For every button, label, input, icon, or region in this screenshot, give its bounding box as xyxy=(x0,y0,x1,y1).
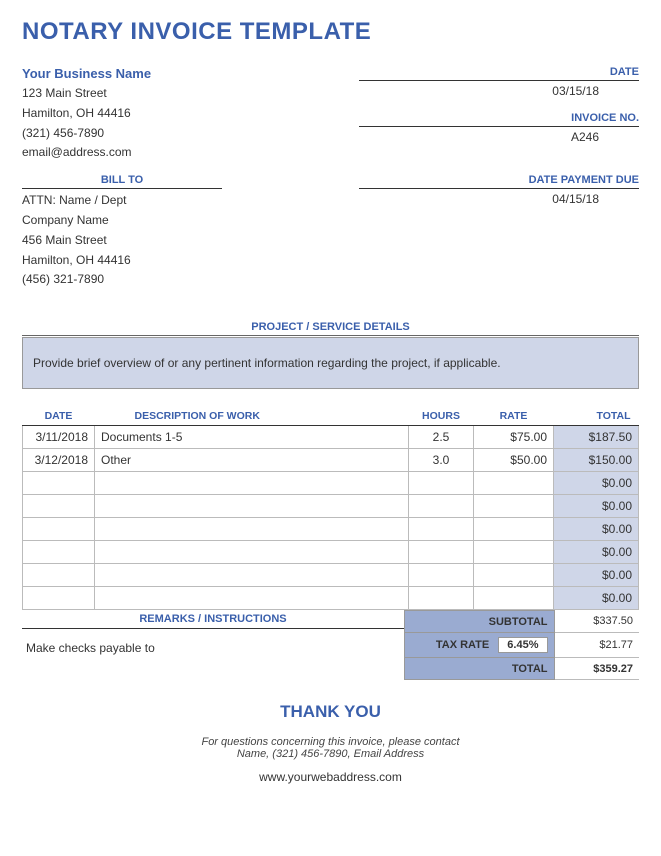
business-email: email@address.com xyxy=(22,144,349,161)
cell-hours xyxy=(409,472,474,495)
billto-block: BILL TO ATTN: Name / Dept Company Name 4… xyxy=(22,174,349,291)
total-label: TOTAL xyxy=(405,658,555,680)
cell-rate xyxy=(474,564,554,587)
business-name: Your Business Name xyxy=(22,66,349,81)
cell-total: $0.00 xyxy=(554,495,639,518)
totals-table: SUBTOTAL $337.50 TAX RATE 6.45% $21.77 T… xyxy=(404,610,639,680)
billto-street: 456 Main Street xyxy=(22,232,349,249)
footer-web: www.yourwebaddress.com xyxy=(22,770,639,784)
cell-hours xyxy=(409,518,474,541)
date-value: 03/15/18 xyxy=(359,84,639,98)
page-title: NOTARY INVOICE TEMPLATE xyxy=(22,18,639,46)
cell-desc xyxy=(95,495,409,518)
col-rate: RATE xyxy=(474,407,554,426)
billto-company: Company Name xyxy=(22,212,349,229)
cell-date xyxy=(23,541,95,564)
cell-hours: 3.0 xyxy=(409,449,474,472)
cell-rate xyxy=(474,495,554,518)
taxrate-label: TAX RATE 6.45% xyxy=(405,633,555,658)
cell-total: $150.00 xyxy=(554,449,639,472)
cell-total: $0.00 xyxy=(554,587,639,610)
cell-hours xyxy=(409,541,474,564)
subtotal-value: $337.50 xyxy=(554,611,639,633)
meta-block: DATE 03/15/18 INVOICE NO. A246 xyxy=(359,66,639,164)
cell-rate xyxy=(474,587,554,610)
due-label: DATE PAYMENT DUE xyxy=(359,174,639,189)
table-row: $0.00 xyxy=(23,587,639,610)
cell-desc: Other xyxy=(95,449,409,472)
items-table: DATE DESCRIPTION OF WORK HOURS RATE TOTA… xyxy=(22,407,639,610)
cell-rate: $50.00 xyxy=(474,449,554,472)
remarks-header: REMARKS / INSTRUCTIONS xyxy=(22,610,404,629)
col-desc: DESCRIPTION OF WORK xyxy=(95,407,409,426)
cell-desc xyxy=(95,564,409,587)
cell-total: $0.00 xyxy=(554,472,639,495)
subtotal-label: SUBTOTAL xyxy=(405,611,555,633)
cell-date: 3/11/2018 xyxy=(23,426,95,449)
date-label: DATE xyxy=(359,66,639,81)
table-row: $0.00 xyxy=(23,472,639,495)
cell-hours: 2.5 xyxy=(409,426,474,449)
remarks-text: Make checks payable to xyxy=(22,629,404,667)
cell-desc xyxy=(95,518,409,541)
cell-total: $187.50 xyxy=(554,426,639,449)
tax-amount: $21.77 xyxy=(554,633,639,658)
cell-rate xyxy=(474,472,554,495)
cell-desc xyxy=(95,587,409,610)
cell-hours xyxy=(409,564,474,587)
billto-phone: (456) 321-7890 xyxy=(22,271,349,288)
cell-total: $0.00 xyxy=(554,541,639,564)
billto-attn: ATTN: Name / Dept xyxy=(22,192,349,209)
details-box: Provide brief overview of or any pertine… xyxy=(22,337,639,389)
table-row: 3/11/2018Documents 1-52.5$75.00$187.50 xyxy=(23,426,639,449)
due-block: DATE PAYMENT DUE 04/15/18 xyxy=(359,174,639,291)
col-total: TOTAL xyxy=(554,407,639,426)
invoice-no-label: INVOICE NO. xyxy=(359,112,639,127)
cell-date xyxy=(23,564,95,587)
col-hours: HOURS xyxy=(409,407,474,426)
table-row: $0.00 xyxy=(23,495,639,518)
billto-city: Hamilton, OH 44416 xyxy=(22,252,349,269)
cell-hours xyxy=(409,495,474,518)
details-header: PROJECT / SERVICE DETAILS xyxy=(22,321,639,336)
business-block: Your Business Name 123 Main Street Hamil… xyxy=(22,66,349,164)
business-city: Hamilton, OH 44416 xyxy=(22,105,349,122)
footer-line2: Name, (321) 456-7890, Email Address xyxy=(22,748,639,760)
footer: For questions concerning this invoice, p… xyxy=(22,736,639,784)
business-phone: (321) 456-7890 xyxy=(22,125,349,142)
table-row: $0.00 xyxy=(23,518,639,541)
invoice-no-value: A246 xyxy=(359,130,639,144)
taxrate-input[interactable]: 6.45% xyxy=(498,637,547,653)
billto-label: BILL TO xyxy=(22,174,222,189)
due-value: 04/15/18 xyxy=(359,192,639,206)
cell-date: 3/12/2018 xyxy=(23,449,95,472)
cell-rate: $75.00 xyxy=(474,426,554,449)
cell-date xyxy=(23,518,95,541)
cell-rate xyxy=(474,518,554,541)
table-row: $0.00 xyxy=(23,564,639,587)
cell-total: $0.00 xyxy=(554,518,639,541)
remarks-block: REMARKS / INSTRUCTIONS Make checks payab… xyxy=(22,610,404,680)
table-row: 3/12/2018Other3.0$50.00$150.00 xyxy=(23,449,639,472)
cell-total: $0.00 xyxy=(554,564,639,587)
business-street: 123 Main Street xyxy=(22,85,349,102)
thank-you: THANK YOU xyxy=(22,702,639,722)
cell-date xyxy=(23,472,95,495)
col-date: DATE xyxy=(23,407,95,426)
cell-desc xyxy=(95,472,409,495)
cell-date xyxy=(23,587,95,610)
cell-rate xyxy=(474,541,554,564)
cell-hours xyxy=(409,587,474,610)
cell-desc xyxy=(95,541,409,564)
total-value: $359.27 xyxy=(554,658,639,680)
taxrate-label-text: TAX RATE xyxy=(436,639,489,651)
cell-date xyxy=(23,495,95,518)
footer-line1: For questions concerning this invoice, p… xyxy=(22,736,639,748)
cell-desc: Documents 1-5 xyxy=(95,426,409,449)
table-row: $0.00 xyxy=(23,541,639,564)
